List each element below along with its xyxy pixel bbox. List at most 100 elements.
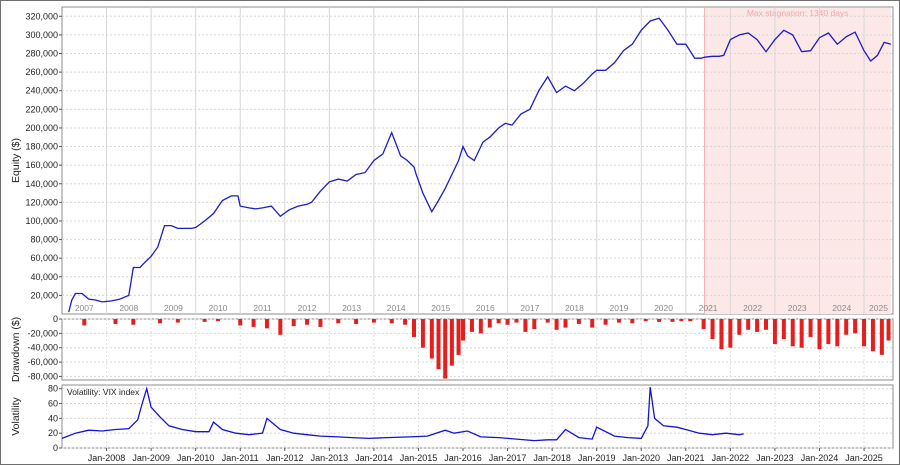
drawdown-bar [554, 319, 559, 330]
drawdown-bar [215, 319, 220, 322]
year-label: 2017 [520, 303, 539, 313]
drawdown-bar [764, 319, 769, 330]
year-label: 2009 [164, 303, 183, 313]
drawdown-bar [826, 319, 831, 345]
drawdown-bar [630, 319, 635, 324]
equity-y-tick-label: 120,000 [25, 197, 58, 207]
drawdown-bar [799, 319, 804, 348]
drawdown-bar [514, 319, 519, 323]
vix-y-tick-label: 80 [48, 384, 58, 394]
equity-y-tick-label: 180,000 [25, 142, 58, 152]
drawdown-bar [264, 319, 269, 329]
drawdown-bar [679, 319, 684, 322]
year-label: 2014 [387, 303, 406, 313]
vix-axis-title: Volatility [10, 396, 22, 435]
year-label: 2011 [253, 303, 272, 313]
x-tick-label: Jan-2019 [578, 453, 616, 463]
drawdown-bar [870, 319, 875, 352]
drawdown-bar [835, 319, 840, 347]
equity-y-tick-label: 300,000 [25, 30, 58, 40]
equity-y-tick-label: 100,000 [25, 216, 58, 226]
drawdown-bar [412, 319, 417, 337]
year-label: 2012 [298, 303, 317, 313]
drawdown-bar [790, 319, 795, 347]
drawdown-bar [449, 319, 454, 366]
drawdown-bar [461, 319, 466, 341]
x-tick-label: Jan-2024 [801, 453, 839, 463]
drawdown-bar [853, 319, 858, 334]
equity-y-tick-label: 220,000 [25, 104, 58, 114]
equity-y-tick-label: 280,000 [25, 49, 58, 59]
stagnation-label: Max stagnation: 1340 days [747, 8, 849, 18]
drawdown-y-tick-label: -60,000 [27, 357, 58, 367]
year-label: 2020 [654, 303, 673, 313]
equity-y-tick-label: 60,000 [30, 253, 58, 263]
x-tick-label: Jan-2017 [489, 453, 527, 463]
year-label: 2023 [788, 303, 807, 313]
year-label: 2019 [610, 303, 629, 313]
drawdown-bar [670, 319, 675, 322]
drawdown-bar [643, 319, 648, 322]
year-label: 2015 [431, 303, 450, 313]
drawdown-bar [305, 319, 310, 325]
drawdown-bar [755, 319, 760, 332]
drawdown-bar [505, 319, 510, 325]
year-label: 2016 [476, 303, 495, 313]
drawdown-bar [371, 319, 376, 323]
drawdown-bar [886, 319, 891, 341]
drawdown-bar [563, 319, 568, 328]
drawdown-y-tick-label: 0 [53, 314, 58, 324]
x-tick-label: Jan-2011 [222, 453, 259, 463]
vix-y-tick-label: 0 [53, 443, 58, 453]
drawdown-bar [862, 319, 867, 347]
x-tick-label: Jan-2009 [132, 453, 170, 463]
x-tick-label: Jan-2010 [177, 453, 215, 463]
drawdown-axis-title: Drawdown ($) [10, 317, 22, 382]
drawdown-bar [590, 319, 595, 328]
drawdown-bar [389, 319, 394, 324]
x-tick-label: Jan-2022 [712, 453, 750, 463]
drawdown-bar [443, 319, 448, 379]
drawdown-bar [429, 319, 434, 359]
year-label: 2008 [119, 303, 138, 313]
drawdown-bar [496, 319, 501, 324]
x-tick-label: Jan-2008 [88, 453, 126, 463]
vix-line [61, 386, 744, 442]
drawdown-bar [251, 319, 256, 327]
drawdown-bar [478, 319, 483, 334]
year-label: 2022 [743, 303, 762, 313]
year-label: 2007 [75, 303, 94, 313]
drawdown-bar [456, 319, 461, 355]
year-label: 2013 [342, 303, 361, 313]
x-tick-label: Jan-2018 [533, 453, 571, 463]
x-tick-label: Jan-2015 [400, 453, 438, 463]
vix-legend: Volatility: VIX index [67, 387, 140, 397]
drawdown-bar [403, 319, 408, 325]
drawdown-bar [420, 319, 425, 348]
drawdown-bar [202, 319, 207, 322]
equity-y-tick-label: 200,000 [25, 123, 58, 133]
drawdown-bar [817, 319, 822, 350]
drawdown-bar [616, 319, 621, 323]
drawdown-bar [113, 319, 118, 325]
vix-y-tick-label: 20 [48, 428, 58, 438]
x-tick-label: Jan-2012 [266, 453, 304, 463]
equity-y-tick-label: 20,000 [30, 290, 58, 300]
panel-frame-2 [61, 318, 894, 381]
drawdown-bar [291, 319, 296, 327]
drawdown-bar [844, 319, 849, 335]
drawdown-bar [469, 319, 474, 332]
drawdown-bar [487, 319, 492, 328]
equity-y-tick-label: 160,000 [25, 160, 58, 170]
drawdown-bar [603, 319, 608, 325]
drawdown-y-tick-label: -40,000 [27, 343, 58, 353]
drawdown-bar [688, 319, 693, 322]
drawdown-bar [879, 319, 884, 355]
drawdown-bar [238, 319, 243, 326]
drawdown-bar [576, 319, 581, 325]
equity-axis-title: Equity ($) [10, 138, 22, 183]
drawdown-bar [701, 319, 706, 330]
drawdown-bar [318, 319, 323, 327]
vix-y-tick-label: 60 [48, 399, 58, 409]
year-label: 2018 [565, 303, 584, 313]
